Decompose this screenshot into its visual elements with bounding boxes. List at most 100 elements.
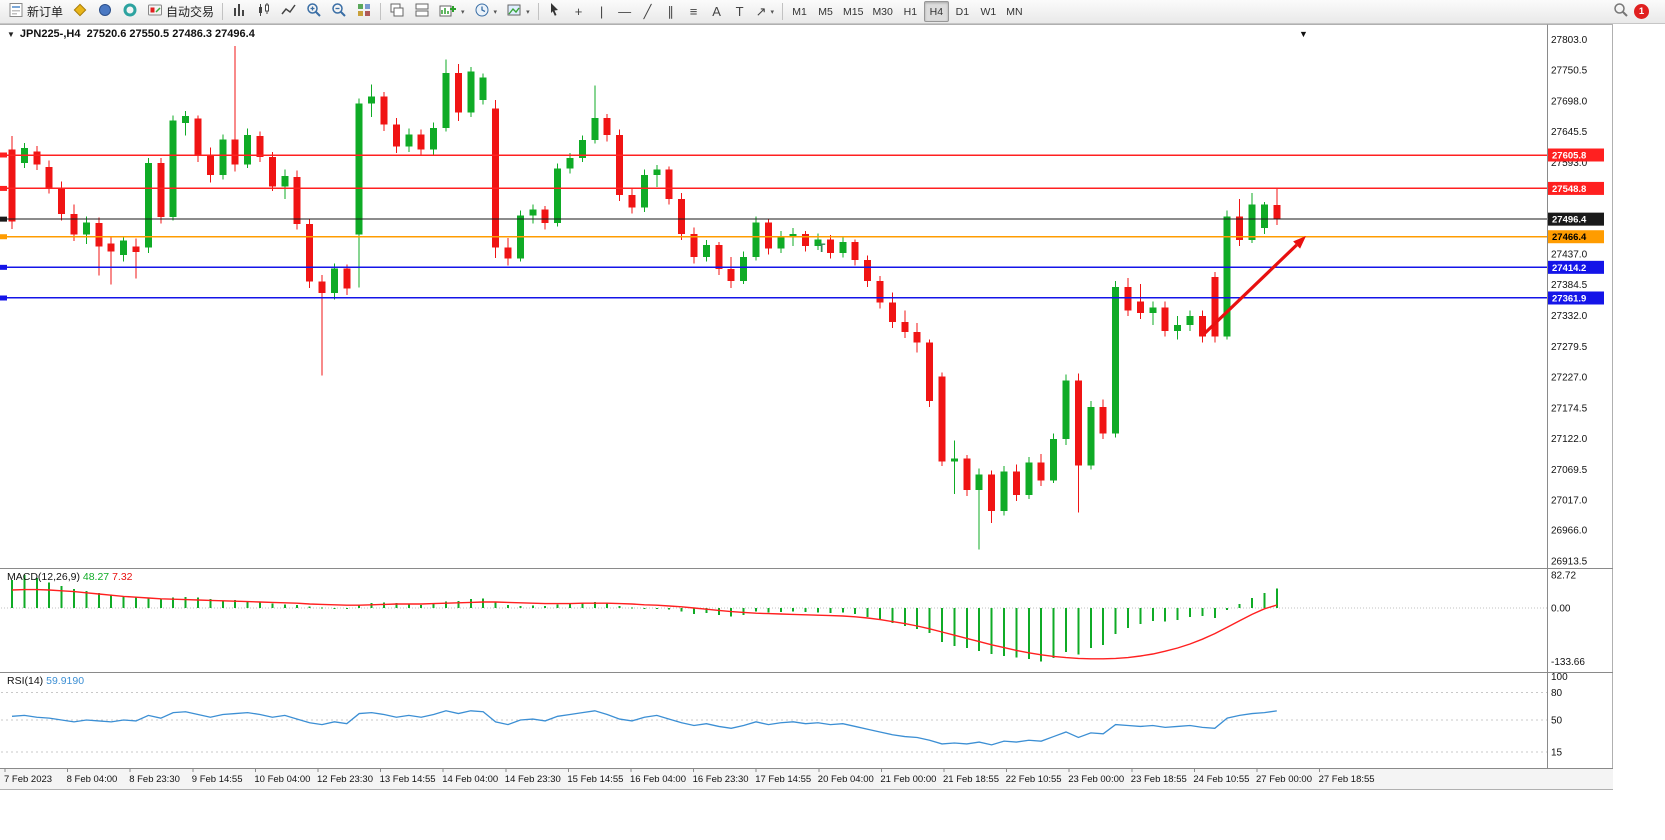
candle bbox=[653, 164, 661, 188]
hline-anchor[interactable] bbox=[0, 152, 7, 158]
label-button[interactable]: T bbox=[729, 1, 751, 22]
arrows-button[interactable]: ↗ ▾ bbox=[752, 1, 778, 22]
candle bbox=[1223, 210, 1231, 340]
macd-histogram-bar bbox=[1213, 608, 1216, 618]
macd-histogram-bar bbox=[122, 596, 125, 608]
cascade-windows-button[interactable] bbox=[385, 1, 409, 22]
tile-windows-icon bbox=[356, 2, 372, 21]
templates-button[interactable]: ▾ bbox=[502, 1, 534, 22]
macd-histogram-bar bbox=[370, 603, 373, 608]
hline-anchor[interactable] bbox=[0, 216, 7, 222]
timeframe-button-m1[interactable]: M1 bbox=[787, 1, 812, 22]
market-watch-button[interactable] bbox=[93, 1, 117, 22]
candle bbox=[616, 129, 624, 202]
candlestick-button[interactable] bbox=[252, 1, 276, 22]
chevron-down-icon: ▾ bbox=[526, 8, 530, 16]
candle bbox=[33, 146, 41, 171]
macd-histogram-bar bbox=[556, 604, 559, 608]
horizontal-line-button[interactable]: — bbox=[614, 1, 636, 22]
candle bbox=[1248, 192, 1256, 243]
tile-windows-button[interactable] bbox=[352, 1, 376, 22]
candle bbox=[1074, 373, 1082, 513]
hline-anchor[interactable] bbox=[0, 264, 7, 270]
timeframe-button-m30[interactable]: M30 bbox=[868, 1, 896, 22]
zoom-in-button[interactable] bbox=[302, 1, 326, 22]
timeframe-button-w1[interactable]: W1 bbox=[976, 1, 1001, 22]
new-chart-button[interactable]: ▾ bbox=[435, 1, 469, 22]
horizontal-line-icon: — bbox=[618, 4, 632, 19]
hline-anchor[interactable] bbox=[0, 234, 7, 240]
candle bbox=[318, 275, 326, 376]
zoom-out-button[interactable] bbox=[327, 1, 351, 22]
timeframe-button-m15[interactable]: M15 bbox=[839, 1, 867, 22]
macd-histogram-bar bbox=[23, 574, 26, 608]
macd-histogram-bar bbox=[1052, 608, 1055, 658]
macd-histogram-bar bbox=[618, 606, 621, 608]
time-axis-label: 27 Feb 00:00 bbox=[1256, 774, 1312, 785]
line-chart-button[interactable] bbox=[277, 1, 301, 22]
arrows-tool-icon: ↗ bbox=[755, 4, 767, 19]
candle bbox=[306, 219, 314, 288]
macd-histogram-bar bbox=[1077, 608, 1080, 655]
candle bbox=[182, 110, 190, 136]
arrange-windows-icon bbox=[414, 2, 430, 21]
candle bbox=[566, 153, 574, 174]
text-annotation[interactable]: T bbox=[818, 241, 826, 255]
hline-anchor[interactable] bbox=[0, 295, 7, 301]
macd-histogram-bar bbox=[395, 603, 398, 608]
vertical-line-button[interactable]: | bbox=[591, 1, 613, 22]
trendline-button[interactable]: ╱ bbox=[637, 1, 659, 22]
macd-histogram-bar bbox=[1275, 588, 1278, 608]
cursor-button[interactable] bbox=[543, 1, 567, 22]
arrange-windows-button[interactable] bbox=[410, 1, 434, 22]
autotrading-button[interactable]: 自动交易 bbox=[143, 1, 218, 22]
text-button[interactable]: A bbox=[706, 1, 728, 22]
time-axis-label: 23 Feb 00:00 bbox=[1068, 774, 1124, 785]
candle bbox=[95, 217, 103, 276]
terminal-button[interactable] bbox=[118, 1, 142, 22]
candle bbox=[839, 236, 847, 258]
timeframe-button-mn[interactable]: MN bbox=[1002, 1, 1027, 22]
chart-shift-marker[interactable]: ▼ bbox=[1299, 29, 1308, 39]
candle bbox=[8, 136, 16, 229]
macd-main-value: 48.27 bbox=[82, 571, 110, 583]
periods-button[interactable]: ▾ bbox=[470, 1, 502, 22]
search-button[interactable] bbox=[1609, 1, 1633, 22]
candle bbox=[541, 205, 549, 230]
macd-histogram-bar bbox=[668, 608, 671, 610]
macd-histogram-bar bbox=[693, 608, 695, 614]
time-axis-label: 21 Feb 00:00 bbox=[880, 774, 936, 785]
price-axis-label: 27279.5 bbox=[1551, 342, 1588, 353]
new-order-button[interactable]: 新订单 bbox=[4, 1, 67, 22]
timeframe-button-h4[interactable]: H4 bbox=[923, 1, 949, 22]
quotes-button[interactable] bbox=[68, 1, 92, 22]
macd-histogram-bar bbox=[1065, 608, 1067, 652]
trend-arrow[interactable] bbox=[1203, 243, 1298, 335]
candle bbox=[591, 85, 599, 144]
macd-histogram-bar bbox=[283, 604, 286, 608]
rsi-name: RSI(14) bbox=[7, 675, 44, 687]
crosshair-button[interactable]: + bbox=[568, 1, 590, 22]
rsi-axis-label: 50 bbox=[1551, 716, 1563, 727]
macd-histogram-bar bbox=[705, 608, 708, 614]
timeframe-button-d1[interactable]: D1 bbox=[950, 1, 975, 22]
rsi-line bbox=[11, 710, 1277, 746]
macd-histogram-bar bbox=[482, 598, 485, 608]
new-chart-icon bbox=[439, 2, 457, 21]
one-click-trading-icon[interactable]: ▼ bbox=[7, 30, 15, 39]
hline-anchor[interactable] bbox=[0, 185, 7, 191]
fibonacci-button[interactable]: ≡ bbox=[683, 1, 705, 22]
macd-label: MACD(12,26,9) 48.27 7.32 bbox=[7, 571, 133, 583]
channel-button[interactable]: ∥ bbox=[660, 1, 682, 22]
timeframe-button-m5[interactable]: M5 bbox=[813, 1, 838, 22]
macd-histogram-bar bbox=[817, 608, 819, 613]
bar-chart-button[interactable] bbox=[227, 1, 251, 22]
notification-badge[interactable]: 1 bbox=[1634, 4, 1649, 19]
macd-histogram-bar bbox=[953, 608, 956, 646]
timeframe-button-h1[interactable]: H1 bbox=[898, 1, 923, 22]
macd-histogram-bar bbox=[569, 603, 571, 608]
candle bbox=[578, 135, 586, 162]
label-tool-icon: T bbox=[735, 4, 744, 19]
macd-histogram-bar bbox=[221, 600, 224, 608]
